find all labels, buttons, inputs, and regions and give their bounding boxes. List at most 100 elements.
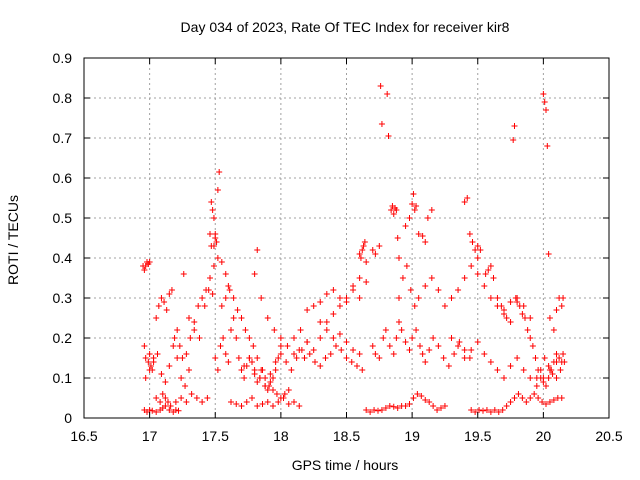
data-point [482, 271, 489, 277]
y-tick-label: 0.1 [53, 370, 73, 386]
data-point [474, 339, 481, 345]
data-point [166, 291, 173, 297]
data-point [161, 299, 168, 305]
data-point [540, 379, 547, 385]
data-point [507, 319, 514, 325]
x-tick-label: 16.5 [70, 428, 97, 444]
data-point [451, 351, 458, 357]
data-point [174, 355, 181, 361]
data-point [270, 375, 276, 381]
data-point [159, 391, 166, 397]
data-point [428, 275, 435, 281]
data-point [204, 395, 211, 401]
data-point [522, 315, 528, 321]
data-point [510, 137, 517, 143]
data-point [272, 367, 279, 373]
data-point [154, 351, 161, 357]
data-point [158, 371, 165, 377]
data-point [217, 343, 224, 349]
data-point [317, 319, 324, 325]
data-point [540, 91, 547, 97]
data-point [549, 371, 556, 377]
data-point [396, 295, 402, 301]
data-point [531, 391, 538, 397]
data-point [474, 255, 481, 261]
data-point [537, 367, 544, 373]
data-point [327, 351, 334, 357]
data-point [560, 295, 567, 301]
data-point [330, 335, 337, 341]
data-point [168, 287, 175, 293]
data-point [233, 401, 240, 407]
data-point [430, 403, 437, 409]
data-point [166, 407, 173, 413]
data-point [543, 107, 549, 113]
data-point [172, 407, 179, 413]
data-point [474, 271, 481, 277]
data-point [317, 335, 324, 341]
data-point [338, 347, 345, 353]
data-point [226, 287, 233, 293]
data-point [543, 401, 549, 407]
data-point [529, 343, 536, 349]
x-tick-label: 20 [536, 428, 552, 444]
data-point [142, 375, 149, 381]
data-point [188, 391, 195, 397]
data-point [301, 355, 308, 361]
data-point [233, 335, 240, 341]
grid-layer [84, 58, 609, 418]
data-point [419, 233, 426, 239]
data-point [291, 399, 297, 405]
data-point [378, 407, 385, 413]
data-point [409, 201, 416, 207]
data-point [501, 375, 507, 381]
data-point [222, 295, 229, 301]
data-point [208, 199, 215, 205]
data-point [178, 375, 185, 381]
data-point [406, 401, 413, 407]
data-point [375, 407, 381, 414]
data-point [317, 363, 324, 369]
data-point [561, 359, 568, 365]
data-point [472, 409, 479, 415]
data-point [390, 211, 397, 217]
data-point [186, 367, 192, 373]
data-point [382, 405, 389, 411]
data-point [490, 275, 497, 281]
data-point [468, 263, 475, 269]
data-point [297, 327, 304, 333]
data-point [363, 407, 370, 413]
data-point [541, 355, 548, 361]
data-point [553, 351, 560, 357]
data-point [356, 295, 363, 301]
data-point [180, 271, 187, 277]
data-point [422, 397, 429, 403]
data-point [178, 395, 185, 401]
data-point [333, 343, 339, 349]
data-point [515, 391, 522, 397]
data-point [394, 235, 401, 241]
data-point [142, 355, 149, 361]
data-point [553, 307, 560, 313]
data-point [280, 395, 287, 401]
y-tick-labels: 0 0.1 0.2 0.3 0.4 0.5 0.6 0.7 0.8 0.9 [53, 50, 73, 426]
data-point [544, 143, 551, 149]
data-point [411, 303, 418, 309]
data-point [158, 295, 165, 301]
data-point [503, 315, 510, 321]
data-point [182, 383, 189, 389]
x-tick-label: 20.5 [595, 428, 622, 444]
data-point [216, 169, 223, 175]
data-point [558, 395, 565, 401]
data-point [254, 403, 261, 409]
data-point [225, 283, 232, 289]
data-point [533, 383, 540, 389]
data-point [367, 409, 374, 415]
data-point [474, 243, 481, 249]
data-point [209, 207, 216, 213]
data-point [205, 287, 212, 293]
data-point [157, 399, 164, 405]
data-point [524, 327, 531, 333]
data-point [267, 379, 274, 385]
